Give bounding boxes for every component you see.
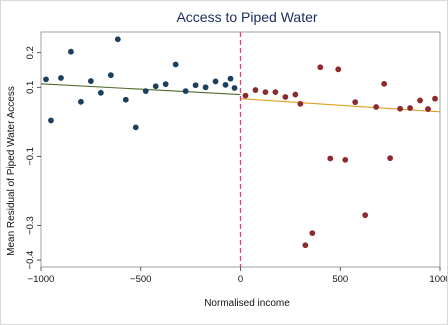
data-point-above-cutoff — [262, 89, 269, 96]
data-point-above-cutoff — [242, 92, 249, 99]
chart-title: Access to Piped Water — [176, 9, 317, 25]
data-point-below-cutoff — [122, 96, 129, 103]
data-point-below-cutoff — [182, 88, 189, 94]
x-tick-label: 0 — [238, 274, 243, 285]
data-point-below-cutoff — [114, 36, 121, 43]
data-point-above-cutoff — [432, 95, 438, 102]
y-axis-label: Mean Residual of Piped Water Access — [6, 86, 17, 256]
x-tick-label: −500 — [130, 274, 151, 285]
data-point-above-cutoff — [397, 105, 403, 112]
data-point-above-cutoff — [317, 64, 324, 71]
y-tick-label: 0.2 — [25, 46, 36, 59]
data-point-above-cutoff — [292, 91, 299, 98]
data-point-above-cutoff — [352, 99, 359, 106]
data-point-above-cutoff — [335, 66, 342, 73]
data-point-below-cutoff — [142, 88, 149, 94]
data-point-above-cutoff — [297, 100, 304, 107]
data-point-below-cutoff — [43, 76, 49, 83]
fit-line-right — [240, 98, 441, 113]
data-point-below-cutoff — [212, 78, 219, 85]
data-point-below-cutoff — [172, 61, 179, 68]
data-point-below-cutoff — [68, 48, 74, 55]
data-point-below-cutoff — [78, 98, 84, 105]
data-point-above-cutoff — [302, 242, 309, 249]
data-point-above-cutoff — [381, 80, 388, 87]
data-point-below-cutoff — [222, 81, 229, 88]
data-point-above-cutoff — [272, 89, 279, 96]
data-point-below-cutoff — [192, 82, 199, 89]
data-point-above-cutoff — [425, 106, 431, 112]
data-point-below-cutoff — [227, 75, 234, 82]
x-tick-label: −1000 — [28, 274, 55, 285]
data-point-below-cutoff — [152, 83, 159, 90]
data-point-above-cutoff — [417, 97, 423, 104]
data-point-below-cutoff — [97, 89, 104, 96]
fit-line-left — [40, 83, 241, 96]
data-point-below-cutoff — [48, 117, 54, 124]
data-point-above-cutoff — [387, 155, 394, 162]
data-point-above-cutoff — [282, 94, 289, 100]
y-tick-label: −0.1 — [25, 147, 36, 166]
data-point-below-cutoff — [58, 75, 64, 81]
data-point-below-cutoff — [132, 124, 139, 131]
data-point-below-cutoff — [231, 85, 238, 91]
data-point-above-cutoff — [362, 212, 369, 219]
data-point-above-cutoff — [373, 104, 380, 110]
data-point-below-cutoff — [107, 72, 114, 79]
x-tick-label: 1000 — [429, 274, 447, 285]
data-point-below-cutoff — [202, 84, 209, 91]
x-tick-label: 500 — [332, 274, 348, 285]
y-tick-label: −0.3 — [25, 216, 36, 235]
data-point-below-cutoff — [87, 78, 94, 84]
data-point-above-cutoff — [327, 155, 334, 162]
y-tick-label: −0.4 — [25, 251, 36, 270]
data-point-above-cutoff — [309, 230, 316, 237]
data-point-above-cutoff — [252, 87, 259, 93]
x-axis-label: Normalised income — [204, 298, 290, 309]
data-point-above-cutoff — [407, 105, 413, 111]
y-tick-label: 0.1 — [25, 81, 36, 94]
data-point-below-cutoff — [162, 81, 169, 88]
data-point-above-cutoff — [342, 156, 349, 163]
